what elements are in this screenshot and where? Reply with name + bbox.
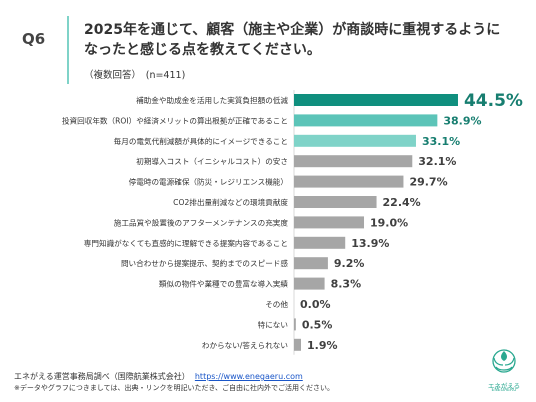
bar xyxy=(294,338,302,351)
value-label: 38.9% xyxy=(443,114,481,127)
category-label: 投資回収年数（ROI）や経済メリットの算出根拠が正確であること xyxy=(62,115,288,125)
source-link[interactable]: https://www.enegaeru.com xyxy=(194,372,303,381)
category-label: 毎月の電気代削減額が具体的にイメージできること xyxy=(114,136,288,146)
source-line: エネがえる運営事務局調べ（国際航業株式会社） https://www.enega… xyxy=(14,371,303,382)
bar xyxy=(294,134,416,147)
chart-bars-group: 補助金や助成金を活用した実質負担額の低減 44.5% 投資回収年数（ROI）や経済メ… xyxy=(62,90,523,355)
bar xyxy=(294,155,413,168)
category-label: 類似の物件や業種での豊富な導入実績 xyxy=(159,279,288,289)
category-label: 特にない xyxy=(258,319,288,329)
value-label: 19.0% xyxy=(370,216,408,229)
title-accent-bar xyxy=(67,16,69,84)
bar xyxy=(294,196,377,208)
value-label: 1.9% xyxy=(307,339,338,352)
category-label: わからない/答えられない xyxy=(202,340,288,350)
category-label: 補助金や助成金を活用した実質負担額の低減 xyxy=(136,95,288,105)
value-label: 22.4% xyxy=(383,196,421,209)
category-label: CO2排出量削減などの環境貢献度 xyxy=(173,197,288,207)
value-label: 0.5% xyxy=(302,318,333,331)
bar xyxy=(294,257,328,270)
logo-text: エネがえる xyxy=(487,382,521,390)
value-label: 29.7% xyxy=(409,176,447,189)
value-label: 9.2% xyxy=(334,257,365,270)
value-label: 44.5% xyxy=(464,91,523,111)
bar xyxy=(294,175,404,188)
value-label: 33.1% xyxy=(422,135,460,148)
bar xyxy=(294,236,346,249)
leaf-wreath-icon xyxy=(492,349,516,373)
usage-note: ※データやグラフにつきましては、出典・リンクを明記いただき、ご自由に社内外でご活… xyxy=(14,384,335,392)
value-label: 8.3% xyxy=(331,278,362,291)
source-prefix: エネがえる運営事務局調べ（国際航業株式会社） xyxy=(14,372,190,381)
page-subtitle: （複数回答） (n=411) xyxy=(84,70,186,81)
bar xyxy=(294,318,296,331)
bar xyxy=(294,216,365,229)
bar xyxy=(294,277,325,290)
category-label: 施工品質や設置後のアフターメンテナンスの充実度 xyxy=(114,217,289,227)
question-number: Q6 xyxy=(22,30,46,48)
logo-subtext: ENEGAERU xyxy=(491,388,517,393)
bar xyxy=(294,114,438,127)
category-label: 専門知識がなくても直感的に理解できる提案内容であること xyxy=(84,238,288,248)
value-label: 32.1% xyxy=(418,155,456,168)
page-title: 2025年を通じて、顧客（施主や企業）が商談時に重視するように なったと感じる点… xyxy=(84,22,501,58)
category-label: 停電時の電源確保（防災・レジリエンス機能） xyxy=(129,177,288,187)
category-label: その他 xyxy=(265,299,288,309)
value-label: 13.9% xyxy=(351,237,389,250)
category-label: 問い合わせから提案提示、契約までのスピード感 xyxy=(121,258,288,268)
bar xyxy=(294,94,458,106)
value-label: 0.0% xyxy=(300,298,331,311)
category-label: 初期導入コスト（イニシャルコスト）の安さ xyxy=(136,156,288,166)
